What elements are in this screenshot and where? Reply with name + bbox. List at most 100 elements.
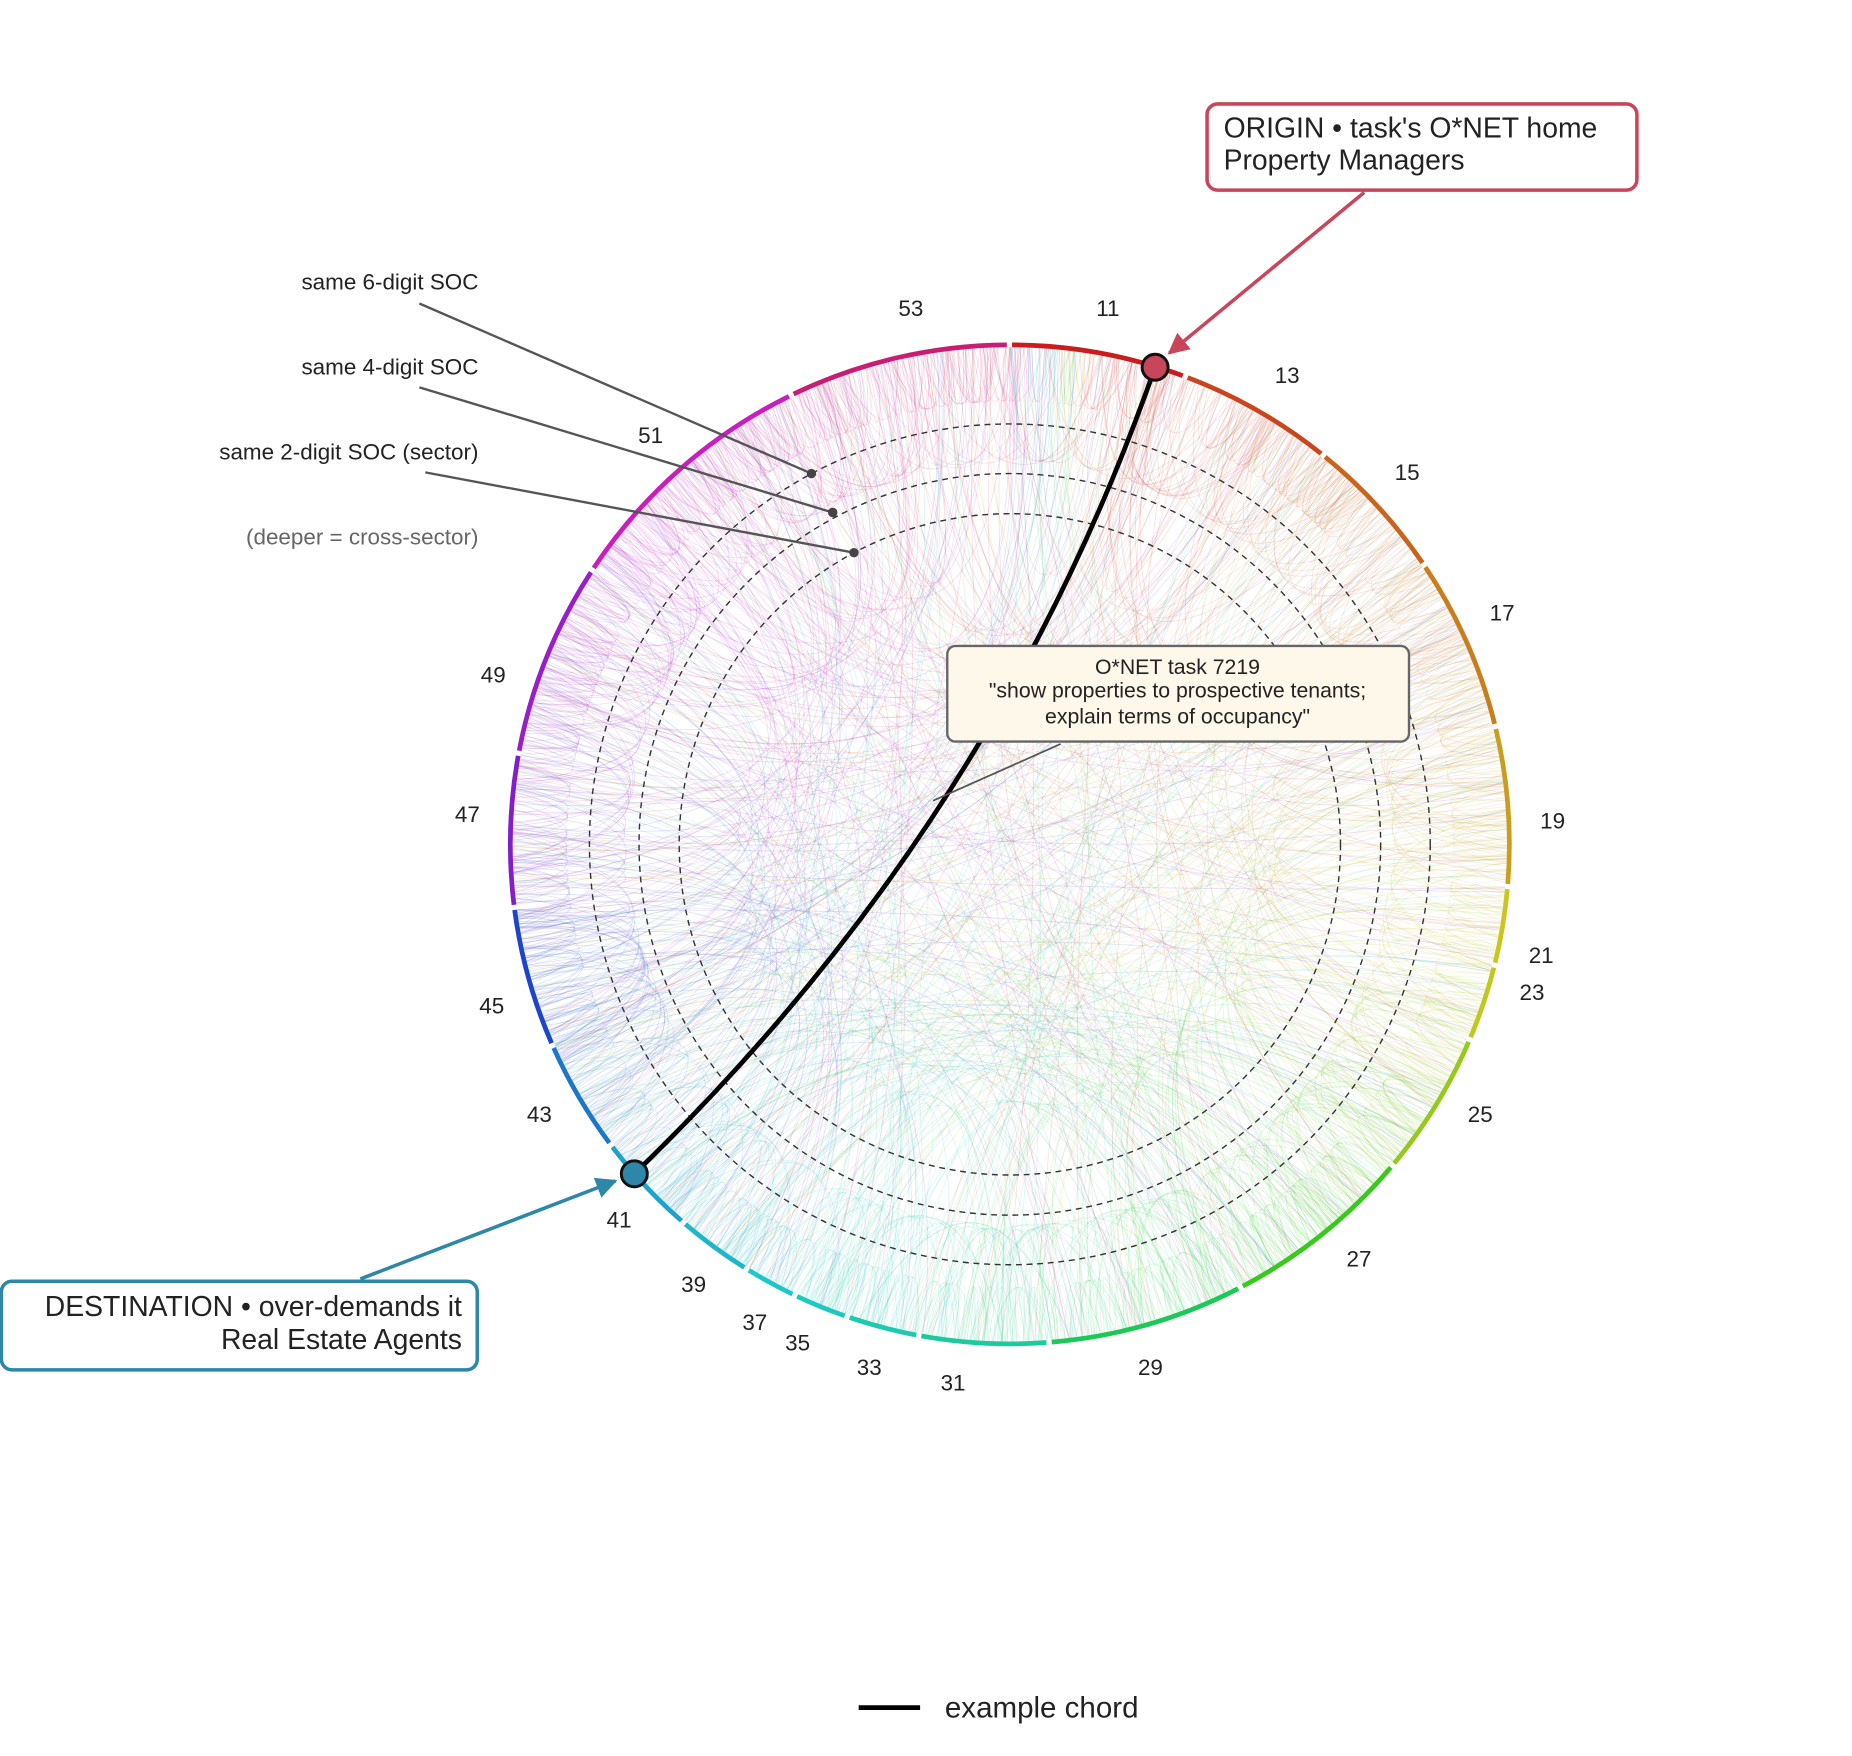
background-chord (513, 879, 1246, 1283)
background-chord (565, 918, 1501, 1069)
task-box (946, 644, 1411, 743)
background-chord (512, 702, 1487, 846)
background-chord (694, 376, 890, 612)
background-chord (1207, 478, 1365, 1194)
background-chord (662, 363, 909, 620)
background-chord (1248, 1217, 1280, 1265)
background-chord (1394, 786, 1505, 893)
background-chord (642, 411, 841, 1180)
background-chord (1233, 1154, 1330, 1266)
background-chord (882, 355, 923, 413)
background-chord (1442, 731, 1496, 748)
background-chord (752, 410, 788, 462)
background-chord (1117, 1212, 1185, 1328)
background-chord (600, 521, 706, 612)
background-chord (759, 389, 838, 502)
background-chord (1353, 1009, 1472, 1103)
background-chord (822, 357, 913, 477)
background-chord (1126, 1052, 1397, 1320)
background-chord (1174, 828, 1507, 1295)
background-chord (1214, 742, 1497, 1246)
background-chord (731, 420, 772, 473)
background-chord (800, 519, 1388, 1296)
background-chord (874, 353, 941, 1323)
background-chord (1095, 1207, 1232, 1334)
background-chord (1410, 629, 1461, 656)
background-chord (623, 489, 685, 550)
background-chord (1409, 1032, 1466, 1072)
background-chord (832, 371, 865, 427)
background-chord (541, 649, 598, 686)
background-chord (663, 461, 717, 516)
background-chord (952, 350, 1263, 1274)
background-chord (731, 1167, 800, 1266)
background-chord (904, 1280, 948, 1338)
background-chord (600, 1109, 658, 1162)
background-chord (863, 1003, 1466, 1320)
background-chord (512, 794, 568, 831)
background-chord (1447, 895, 1505, 939)
background-chord (529, 714, 824, 1273)
background-chord (1162, 371, 1220, 434)
background-chord (838, 347, 998, 470)
background-chord (692, 450, 735, 499)
background-chord (701, 386, 868, 1235)
background-chord (941, 1283, 951, 1338)
background-chord (533, 967, 1167, 1317)
background-chord (518, 921, 643, 1047)
background-chord (512, 828, 1447, 1083)
background-chord (689, 436, 1295, 1226)
background-chord (1267, 1086, 1435, 1257)
background-chord (983, 347, 991, 402)
background-chord (594, 570, 1441, 1094)
background-chord (519, 717, 634, 769)
background-chord (1388, 577, 1442, 617)
background-chord (646, 504, 1500, 929)
background-chord (1196, 778, 1503, 1273)
background-chord (661, 1162, 703, 1206)
background-chord (687, 442, 738, 498)
background-chord (863, 1270, 890, 1325)
background-chord (550, 619, 608, 664)
background-chord (517, 914, 1219, 1296)
sector-arc (796, 1294, 846, 1319)
background-chord (1323, 488, 1368, 533)
sector-label: 49 (481, 662, 506, 687)
background-chord (521, 937, 580, 984)
background-chord (566, 1053, 707, 1196)
background-chord (1250, 1215, 1292, 1268)
background-chord (674, 476, 1508, 845)
background-chord (1386, 678, 1506, 884)
background-chord (1114, 363, 1244, 1284)
background-chord (1287, 453, 1326, 500)
background-chord (621, 503, 677, 556)
sector-arc (507, 755, 521, 906)
background-chord (1111, 418, 1267, 1328)
background-chord (587, 480, 720, 610)
background-chord (1076, 361, 1130, 1337)
background-chord (536, 691, 1274, 1267)
background-chord (555, 998, 1326, 1230)
background-chord (515, 789, 839, 1290)
background-chord (1322, 1060, 1440, 1166)
background-chord (545, 347, 1030, 1023)
origin-arrow (1167, 191, 1366, 355)
background-chord (518, 764, 1507, 845)
background-chord (600, 1021, 1379, 1179)
background-chord (1387, 711, 1504, 783)
background-chord (912, 1281, 940, 1337)
background-chord (1080, 1220, 1143, 1336)
background-chord (1129, 362, 1252, 490)
background-chord (1298, 1094, 1408, 1198)
background-chord (613, 1029, 817, 1229)
background-chord (523, 929, 635, 963)
background-chord (523, 349, 964, 949)
background-chord (1172, 874, 1507, 1297)
background-chord (882, 356, 916, 413)
background-chord (1259, 1208, 1304, 1262)
background-chord (679, 348, 975, 610)
background-chord (515, 897, 649, 1081)
background-chord (590, 1029, 1286, 1259)
background-chord (665, 1016, 1438, 1204)
